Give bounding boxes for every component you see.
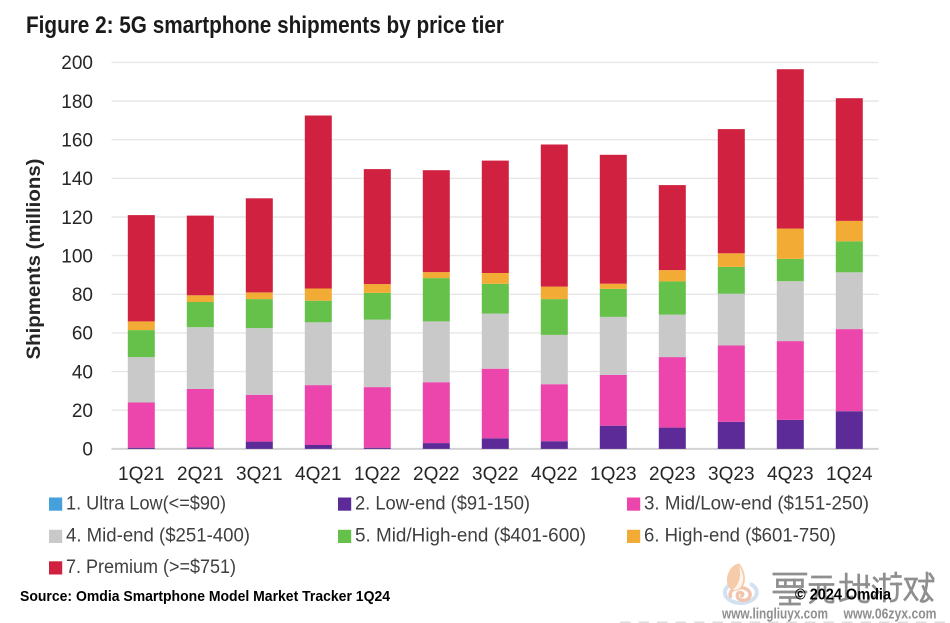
svg-text:4Q22: 4Q22 [531,464,577,485]
svg-text:1Q22: 1Q22 [354,464,400,485]
svg-text:3Q22: 3Q22 [472,464,518,485]
svg-text:1Q24: 1Q24 [826,464,873,485]
svg-text:5. Mid/High-end ($401-600): 5. Mid/High-end ($401-600) [355,526,586,547]
svg-text:60: 60 [72,324,93,345]
svg-text:7. Premium (>=$751): 7. Premium (>=$751) [66,557,236,578]
svg-text:140: 140 [61,169,93,190]
svg-text:40: 40 [72,362,93,383]
svg-text:0: 0 [82,440,93,461]
svg-text:1Q21: 1Q21 [118,464,164,485]
svg-text:160: 160 [61,131,93,152]
svg-text:3. Mid/Low-end ($151-250): 3. Mid/Low-end ($151-250) [644,493,869,514]
svg-text:© 2024 Omdia: © 2024 Omdia [795,587,891,604]
svg-text:2. Low-end ($91-150): 2. Low-end ($91-150) [355,493,530,514]
svg-text:20: 20 [72,401,93,422]
svg-text:Shipments (millions): Shipments (millions) [24,159,45,360]
svg-text:80: 80 [72,285,93,306]
svg-text:180: 180 [61,92,93,113]
svg-text:1. Ultra Low(<=$90): 1. Ultra Low(<=$90) [66,493,226,514]
svg-text:6. High-end ($601-750): 6. High-end ($601-750) [644,526,836,547]
svg-text:3Q23: 3Q23 [708,464,754,485]
svg-text:4Q23: 4Q23 [767,464,813,485]
svg-text:120: 120 [61,208,93,229]
svg-text:100: 100 [61,246,93,267]
svg-text:200: 200 [61,53,93,74]
svg-text:Source: Omdia Smartphone Model: Source: Omdia Smartphone Model Market Tr… [20,588,391,605]
svg-text:3Q21: 3Q21 [236,464,282,485]
svg-text:4Q21: 4Q21 [295,464,341,485]
svg-text:4. Mid-end ($251-400): 4. Mid-end ($251-400) [66,526,250,547]
svg-text:www.06zyx.com: www.06zyx.com [843,607,937,623]
svg-text:www.lingliuyx.com: www.lingliuyx.com [721,607,828,623]
svg-text:2Q21: 2Q21 [177,464,223,485]
svg-text:Figure 2: 5G smartphone shipme: Figure 2: 5G smartphone shipments by pri… [26,12,504,39]
svg-text:2Q22: 2Q22 [413,464,459,485]
svg-text:2Q23: 2Q23 [649,464,695,485]
svg-text:1Q23: 1Q23 [590,464,636,485]
